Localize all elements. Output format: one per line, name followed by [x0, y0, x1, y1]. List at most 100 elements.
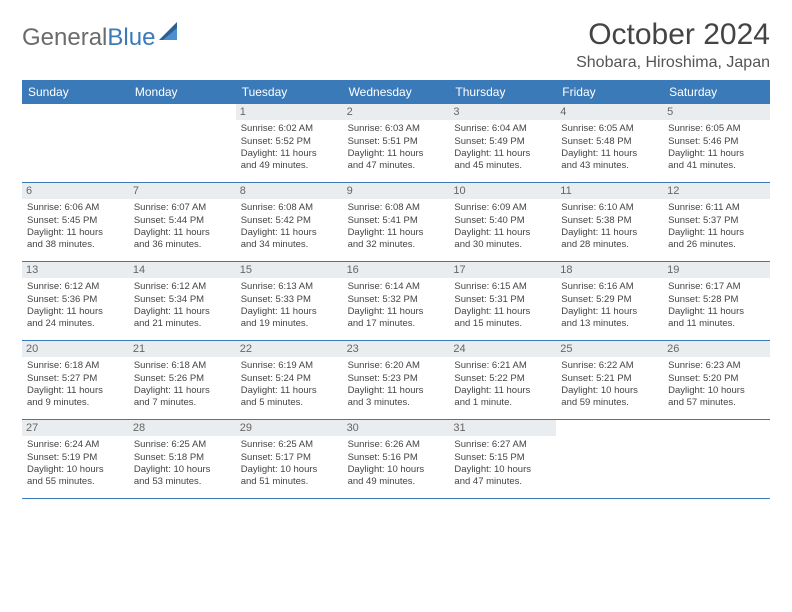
day-number: 3: [449, 104, 556, 120]
sunrise-text: Sunrise: 6:16 AM: [561, 281, 658, 293]
sunrise-text: Sunrise: 6:19 AM: [241, 360, 338, 372]
daylight-text: and 5 minutes.: [241, 397, 338, 409]
sunrise-text: Sunrise: 6:21 AM: [454, 360, 551, 372]
sunset-text: Sunset: 5:16 PM: [348, 452, 445, 464]
daylight-text: and 1 minute.: [454, 397, 551, 409]
daylight-text: and 45 minutes.: [454, 160, 551, 172]
sunrise-text: Sunrise: 6:03 AM: [348, 123, 445, 135]
logo-text: GeneralBlue: [22, 24, 155, 52]
sunset-text: Sunset: 5:27 PM: [27, 373, 124, 385]
daylight-text: Daylight: 11 hours: [454, 148, 551, 160]
sunset-text: Sunset: 5:26 PM: [134, 373, 231, 385]
daylight-text: Daylight: 11 hours: [454, 306, 551, 318]
weeks: 1Sunrise: 6:02 AMSunset: 5:52 PMDaylight…: [22, 104, 770, 499]
week-row: 13Sunrise: 6:12 AMSunset: 5:36 PMDayligh…: [22, 262, 770, 341]
daylight-text: Daylight: 11 hours: [241, 385, 338, 397]
day-cell: 1Sunrise: 6:02 AMSunset: 5:52 PMDaylight…: [236, 104, 343, 182]
sunset-text: Sunset: 5:45 PM: [27, 215, 124, 227]
sunrise-text: Sunrise: 6:02 AM: [241, 123, 338, 135]
sunset-text: Sunset: 5:37 PM: [668, 215, 765, 227]
sunrise-text: Sunrise: 6:12 AM: [134, 281, 231, 293]
daylight-text: Daylight: 11 hours: [348, 306, 445, 318]
daylight-text: and 34 minutes.: [241, 239, 338, 251]
day-number: 20: [22, 341, 129, 357]
daylight-text: Daylight: 11 hours: [668, 227, 765, 239]
sunset-text: Sunset: 5:33 PM: [241, 294, 338, 306]
daylight-text: Daylight: 11 hours: [27, 385, 124, 397]
day-cell: 31Sunrise: 6:27 AMSunset: 5:15 PMDayligh…: [449, 420, 556, 498]
daylight-text: Daylight: 11 hours: [561, 306, 658, 318]
sunrise-text: Sunrise: 6:05 AM: [668, 123, 765, 135]
day-cell: 29Sunrise: 6:25 AMSunset: 5:17 PMDayligh…: [236, 420, 343, 498]
day-number: 24: [449, 341, 556, 357]
sunset-text: Sunset: 5:52 PM: [241, 136, 338, 148]
day-number: 8: [236, 183, 343, 199]
day-cell: 9Sunrise: 6:08 AMSunset: 5:41 PMDaylight…: [343, 183, 450, 261]
sunrise-text: Sunrise: 6:05 AM: [561, 123, 658, 135]
sunrise-text: Sunrise: 6:11 AM: [668, 202, 765, 214]
sunset-text: Sunset: 5:23 PM: [348, 373, 445, 385]
day-number: 2: [343, 104, 450, 120]
weekday-header: SundayMondayTuesdayWednesdayThursdayFrid…: [22, 80, 770, 104]
week-row: 6Sunrise: 6:06 AMSunset: 5:45 PMDaylight…: [22, 183, 770, 262]
weekday-label: Saturday: [663, 80, 770, 104]
day-number: 9: [343, 183, 450, 199]
day-number: 28: [129, 420, 236, 436]
calendar: SundayMondayTuesdayWednesdayThursdayFrid…: [22, 80, 770, 499]
sunset-text: Sunset: 5:41 PM: [348, 215, 445, 227]
sunset-text: Sunset: 5:17 PM: [241, 452, 338, 464]
day-number: 10: [449, 183, 556, 199]
daylight-text: Daylight: 11 hours: [348, 148, 445, 160]
daylight-text: Daylight: 11 hours: [27, 306, 124, 318]
daylight-text: and 9 minutes.: [27, 397, 124, 409]
daylight-text: Daylight: 11 hours: [454, 227, 551, 239]
daylight-text: Daylight: 11 hours: [561, 227, 658, 239]
weekday-label: Sunday: [22, 80, 129, 104]
sunrise-text: Sunrise: 6:04 AM: [454, 123, 551, 135]
day-number: 14: [129, 262, 236, 278]
sunrise-text: Sunrise: 6:10 AM: [561, 202, 658, 214]
weekday-label: Monday: [129, 80, 236, 104]
sunset-text: Sunset: 5:19 PM: [27, 452, 124, 464]
daylight-text: and 3 minutes.: [348, 397, 445, 409]
daylight-text: and 47 minutes.: [454, 476, 551, 488]
daylight-text: Daylight: 11 hours: [348, 227, 445, 239]
sunset-text: Sunset: 5:48 PM: [561, 136, 658, 148]
week-row: 20Sunrise: 6:18 AMSunset: 5:27 PMDayligh…: [22, 341, 770, 420]
sunset-text: Sunset: 5:44 PM: [134, 215, 231, 227]
week-row: 27Sunrise: 6:24 AMSunset: 5:19 PMDayligh…: [22, 420, 770, 499]
day-cell: 11Sunrise: 6:10 AMSunset: 5:38 PMDayligh…: [556, 183, 663, 261]
daylight-text: and 41 minutes.: [668, 160, 765, 172]
sunrise-text: Sunrise: 6:09 AM: [454, 202, 551, 214]
sunset-text: Sunset: 5:40 PM: [454, 215, 551, 227]
daylight-text: and 7 minutes.: [134, 397, 231, 409]
daylight-text: Daylight: 11 hours: [134, 385, 231, 397]
logo: GeneralBlue: [22, 24, 183, 52]
day-number: 7: [129, 183, 236, 199]
sunrise-text: Sunrise: 6:20 AM: [348, 360, 445, 372]
week-row: 1Sunrise: 6:02 AMSunset: 5:52 PMDaylight…: [22, 104, 770, 183]
weekday-label: Thursday: [449, 80, 556, 104]
day-number: 22: [236, 341, 343, 357]
daylight-text: and 59 minutes.: [561, 397, 658, 409]
daylight-text: Daylight: 10 hours: [27, 464, 124, 476]
day-cell: 19Sunrise: 6:17 AMSunset: 5:28 PMDayligh…: [663, 262, 770, 340]
day-cell: 23Sunrise: 6:20 AMSunset: 5:23 PMDayligh…: [343, 341, 450, 419]
day-cell: 12Sunrise: 6:11 AMSunset: 5:37 PMDayligh…: [663, 183, 770, 261]
day-cell: 13Sunrise: 6:12 AMSunset: 5:36 PMDayligh…: [22, 262, 129, 340]
empty-cell: [129, 104, 236, 182]
weekday-label: Tuesday: [236, 80, 343, 104]
daylight-text: and 28 minutes.: [561, 239, 658, 251]
daylight-text: and 49 minutes.: [348, 476, 445, 488]
day-cell: 30Sunrise: 6:26 AMSunset: 5:16 PMDayligh…: [343, 420, 450, 498]
daylight-text: and 17 minutes.: [348, 318, 445, 330]
day-cell: 5Sunrise: 6:05 AMSunset: 5:46 PMDaylight…: [663, 104, 770, 182]
day-cell: 3Sunrise: 6:04 AMSunset: 5:49 PMDaylight…: [449, 104, 556, 182]
weekday-label: Wednesday: [343, 80, 450, 104]
sunrise-text: Sunrise: 6:08 AM: [241, 202, 338, 214]
location: Shobara, Hiroshima, Japan: [576, 54, 770, 72]
day-number: 15: [236, 262, 343, 278]
daylight-text: and 47 minutes.: [348, 160, 445, 172]
day-cell: 26Sunrise: 6:23 AMSunset: 5:20 PMDayligh…: [663, 341, 770, 419]
daylight-text: Daylight: 11 hours: [454, 385, 551, 397]
